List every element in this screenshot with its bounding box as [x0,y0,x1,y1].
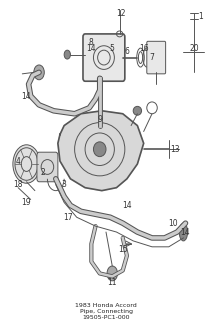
Text: 2: 2 [41,168,46,177]
Text: 9: 9 [97,115,102,124]
Text: 16: 16 [139,44,148,53]
Text: 12: 12 [116,9,125,18]
FancyBboxPatch shape [37,152,58,182]
Text: 13: 13 [170,145,180,154]
Text: 10: 10 [168,219,178,228]
Ellipse shape [93,142,106,156]
Text: 1: 1 [198,12,202,21]
Text: 8: 8 [89,38,94,47]
Text: 19: 19 [22,198,31,207]
Text: 6: 6 [124,47,129,56]
Text: 3: 3 [62,180,67,189]
Text: 18: 18 [13,180,23,189]
Text: 7: 7 [150,53,155,62]
Ellipse shape [179,223,188,241]
Circle shape [34,65,44,80]
Text: 5: 5 [110,44,115,53]
Text: 15: 15 [118,245,128,254]
FancyBboxPatch shape [147,41,166,74]
Circle shape [64,50,70,59]
Ellipse shape [133,106,142,115]
Text: 4: 4 [16,156,21,165]
Text: 14: 14 [181,228,190,236]
Circle shape [107,266,117,281]
Text: 14: 14 [22,92,31,100]
Text: 14: 14 [86,44,96,53]
Text: 1983 Honda Accord
Pipe, Connecting
19505-PC1-000: 1983 Honda Accord Pipe, Connecting 19505… [75,303,137,320]
Text: 17: 17 [64,213,73,222]
Text: 14: 14 [122,201,132,210]
Circle shape [13,145,40,183]
FancyBboxPatch shape [83,34,125,81]
Polygon shape [58,111,144,191]
Text: 11: 11 [107,278,117,287]
Text: 20: 20 [189,44,199,53]
